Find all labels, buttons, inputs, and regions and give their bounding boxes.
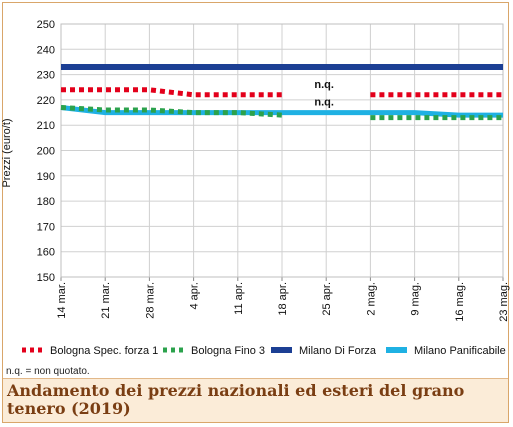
chart-frame — [2, 2, 509, 423]
annotations: n.q. n.q. — [314, 79, 334, 109]
y-tick-label: 190 — [37, 171, 55, 183]
legend-label: Bologna Spec. forza 1 — [50, 345, 158, 357]
series-line-bologna-fino-3 — [60, 105, 283, 118]
y-tick-label: 250 — [37, 19, 55, 31]
caption-box: Andamento dei prezzi nazionali ed esteri… — [3, 378, 508, 422]
x-tick-label: 16 mag. — [454, 282, 466, 322]
y-tick-label: 240 — [37, 44, 55, 56]
series-line-milano-panificabile — [60, 105, 503, 118]
footnote: n.q. = non quotato. — [6, 366, 90, 377]
chart-caption: Andamento dei prezzi nazionali ed esteri… — [7, 381, 465, 418]
legend-label: Bologna Fino 3 — [191, 345, 265, 357]
grid — [60, 23, 504, 281]
x-tick-label: 28 mar. — [144, 282, 156, 319]
legend-label: Milano Panificabile — [414, 345, 506, 357]
x-tick-label: 2 mag. — [365, 282, 377, 316]
line-chart: 150 160 170 180 190 200 210 220 230 240 250 14 mar… — [1, 19, 510, 357]
y-tick-label: 200 — [37, 146, 55, 158]
y-tick-label: 160 — [37, 247, 55, 259]
x-tick-label: 18 apr. — [277, 282, 289, 316]
y-tick-label: 210 — [37, 120, 55, 132]
x-tick-label: 21 mar. — [100, 282, 112, 319]
series-lines — [60, 64, 503, 121]
x-tick-label: 14 mar. — [56, 282, 68, 319]
y-axis-ticks: 150 160 170 180 190 200 210 220 230 240 250 — [37, 19, 55, 284]
annotation-nq: n.q. — [314, 96, 334, 108]
legend: Bologna Spec. forza 1 Bologna Fino 3 Milan… — [22, 345, 506, 357]
y-tick-label: 220 — [37, 95, 55, 107]
x-tick-label: 11 apr. — [233, 282, 245, 315]
x-tick-label: 9 mag. — [410, 282, 422, 316]
y-tick-label: 180 — [37, 196, 55, 208]
annotation-nq: n.q. — [314, 79, 334, 91]
y-axis-label: Prezzi (euro/t) — [1, 118, 13, 187]
plot-area-border — [60, 23, 504, 278]
y-tick-label: 150 — [37, 272, 55, 284]
series-line-bologna-spec-forza-1 — [61, 87, 282, 98]
x-tick-label: 23 mag. — [498, 282, 510, 322]
x-tick-label: 4 apr. — [189, 282, 201, 310]
y-tick-label: 170 — [37, 221, 55, 233]
y-tick-label: 230 — [37, 70, 55, 82]
x-axis-ticks: 14 mar. 21 mar. 28 mar. 4 apr. 11 apr. 18 apr… — [56, 282, 510, 322]
legend-label: Milano Di Forza — [299, 345, 377, 357]
x-tick-label: 25 apr. — [321, 282, 333, 316]
